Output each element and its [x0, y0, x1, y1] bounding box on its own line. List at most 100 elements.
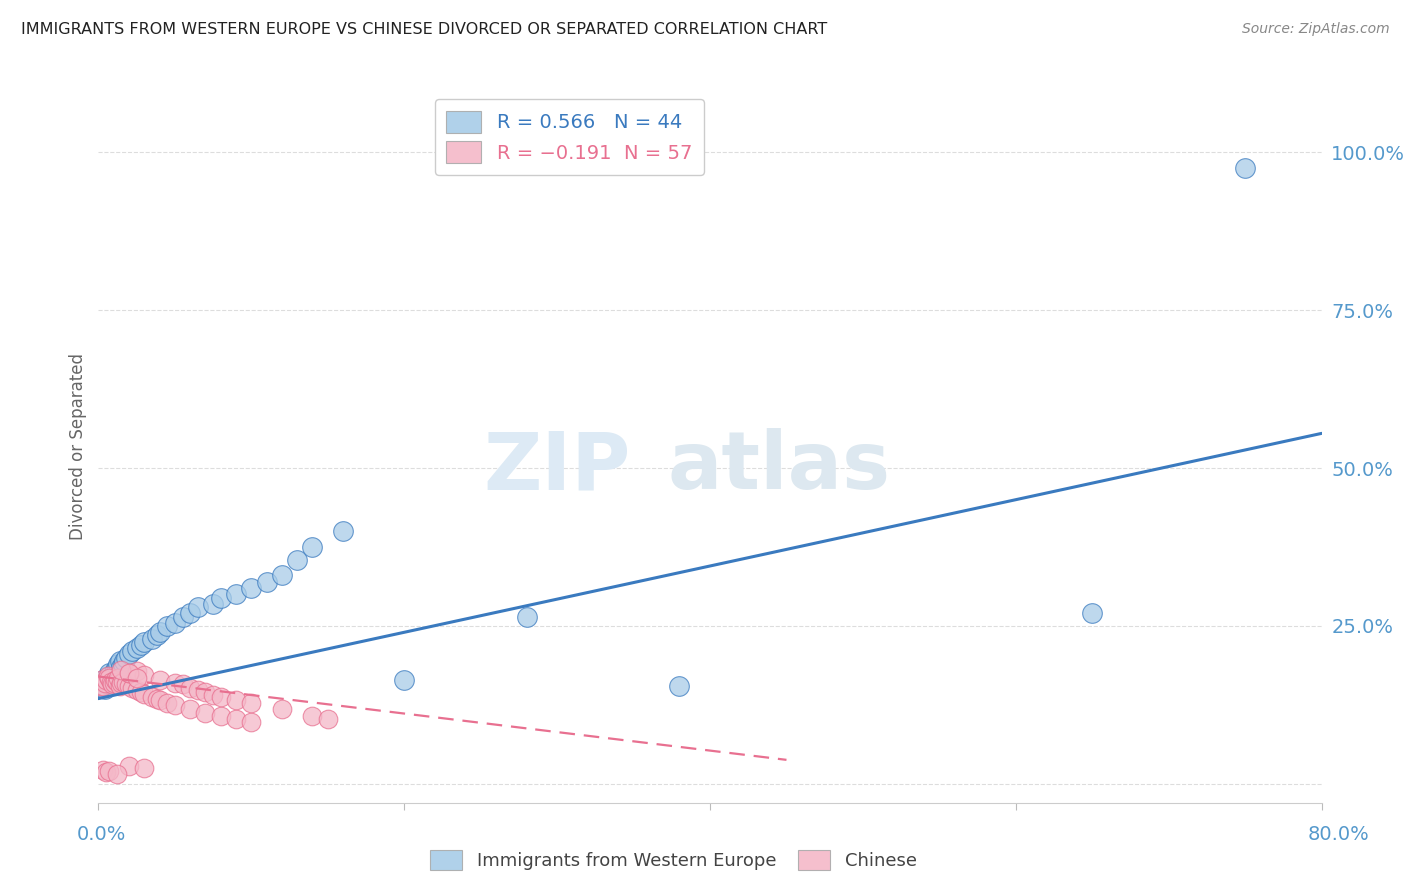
- Point: [108, 679, 131, 693]
- Point: [91, 763, 114, 777]
- Point: [108, 654, 131, 668]
- Point: [100, 673, 122, 687]
- Point: [179, 702, 201, 716]
- Point: [121, 644, 143, 658]
- Point: [93, 675, 115, 690]
- Point: [104, 673, 127, 687]
- Point: [105, 674, 128, 689]
- Point: [209, 591, 232, 605]
- Point: [145, 691, 167, 706]
- Point: [392, 673, 416, 687]
- Point: [516, 609, 538, 624]
- Point: [187, 600, 209, 615]
- Point: [94, 673, 117, 687]
- Point: [172, 677, 194, 691]
- Point: [118, 648, 141, 662]
- Point: [301, 540, 323, 554]
- Point: [194, 685, 217, 699]
- Text: 80.0%: 80.0%: [1308, 824, 1369, 844]
- Text: Source: ZipAtlas.com: Source: ZipAtlas.com: [1241, 22, 1389, 37]
- Point: [301, 708, 323, 723]
- Point: [256, 574, 278, 589]
- Point: [107, 671, 129, 685]
- Text: IMMIGRANTS FROM WESTERN EUROPE VS CHINESE DIVORCED OR SEPARATED CORRELATION CHAR: IMMIGRANTS FROM WESTERN EUROPE VS CHINES…: [21, 22, 827, 37]
- Point: [115, 677, 138, 691]
- Point: [172, 609, 194, 624]
- Point: [93, 682, 115, 697]
- Point: [125, 641, 148, 656]
- Point: [156, 696, 179, 710]
- Point: [240, 714, 263, 729]
- Point: [156, 619, 179, 633]
- Point: [105, 660, 128, 674]
- Point: [89, 679, 111, 693]
- Point: [118, 759, 141, 773]
- Point: [145, 628, 167, 642]
- Point: [112, 654, 135, 668]
- Point: [163, 615, 186, 630]
- Point: [270, 568, 292, 582]
- Point: [163, 698, 186, 712]
- Point: [91, 679, 114, 693]
- Point: [129, 685, 152, 699]
- Point: [118, 679, 141, 693]
- Point: [118, 666, 141, 681]
- Point: [98, 671, 121, 685]
- Point: [202, 597, 225, 611]
- Point: [94, 675, 117, 690]
- Point: [225, 713, 247, 727]
- Point: [285, 552, 308, 566]
- Point: [332, 524, 354, 539]
- Point: [141, 632, 163, 646]
- Text: ZIP: ZIP: [484, 428, 630, 507]
- Point: [209, 690, 232, 704]
- Point: [97, 669, 120, 683]
- Y-axis label: Divorced or Separated: Divorced or Separated: [69, 352, 87, 540]
- Point: [98, 666, 121, 681]
- Point: [125, 671, 148, 685]
- Point: [141, 690, 163, 704]
- Legend: Immigrants from Western Europe, Chinese: Immigrants from Western Europe, Chinese: [420, 840, 927, 880]
- Point: [225, 587, 247, 601]
- Point: [187, 683, 209, 698]
- Point: [104, 663, 127, 677]
- Point: [179, 607, 201, 621]
- Point: [103, 666, 125, 681]
- Text: atlas: atlas: [668, 428, 890, 507]
- Point: [90, 673, 112, 687]
- Point: [90, 679, 112, 693]
- Point: [107, 657, 129, 671]
- Text: 0.0%: 0.0%: [76, 824, 127, 844]
- Point: [240, 581, 263, 595]
- Point: [97, 669, 120, 683]
- Point: [270, 702, 292, 716]
- Point: [209, 708, 232, 723]
- Point: [118, 666, 141, 681]
- Point: [91, 673, 114, 687]
- Point: [111, 674, 134, 689]
- Point: [1234, 161, 1257, 175]
- Point: [110, 663, 132, 677]
- Point: [225, 693, 247, 707]
- Point: [110, 675, 132, 690]
- Point: [101, 669, 124, 683]
- Point: [134, 687, 156, 701]
- Point: [98, 764, 121, 779]
- Point: [125, 665, 148, 679]
- Point: [105, 767, 128, 781]
- Point: [668, 679, 690, 693]
- Point: [134, 668, 156, 682]
- Point: [103, 675, 125, 690]
- Point: [202, 689, 225, 703]
- Point: [1081, 607, 1104, 621]
- Point: [125, 683, 148, 698]
- Point: [115, 650, 138, 665]
- Point: [101, 677, 124, 691]
- Point: [94, 765, 117, 780]
- Point: [134, 761, 156, 775]
- Point: [111, 657, 134, 671]
- Point: [240, 696, 263, 710]
- Point: [179, 681, 201, 695]
- Point: [149, 673, 172, 687]
- Point: [129, 638, 152, 652]
